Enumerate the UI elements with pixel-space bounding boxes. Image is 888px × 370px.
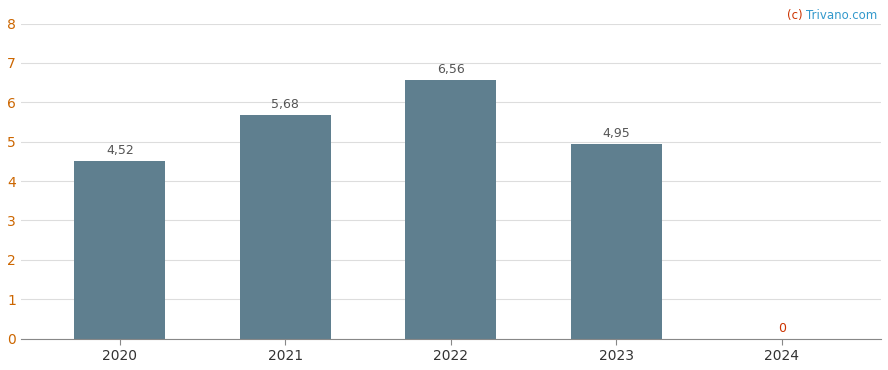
Text: Trivano.com: Trivano.com: [806, 9, 877, 22]
Text: 6,56: 6,56: [437, 63, 464, 76]
Text: 5,68: 5,68: [272, 98, 299, 111]
Text: 4,95: 4,95: [602, 127, 630, 140]
Bar: [405, 80, 496, 339]
Text: 4,52: 4,52: [106, 144, 134, 157]
Bar: [571, 144, 662, 339]
Text: (c): (c): [787, 9, 806, 22]
Bar: [240, 115, 331, 339]
Bar: [75, 161, 165, 339]
Text: 0: 0: [778, 322, 786, 335]
